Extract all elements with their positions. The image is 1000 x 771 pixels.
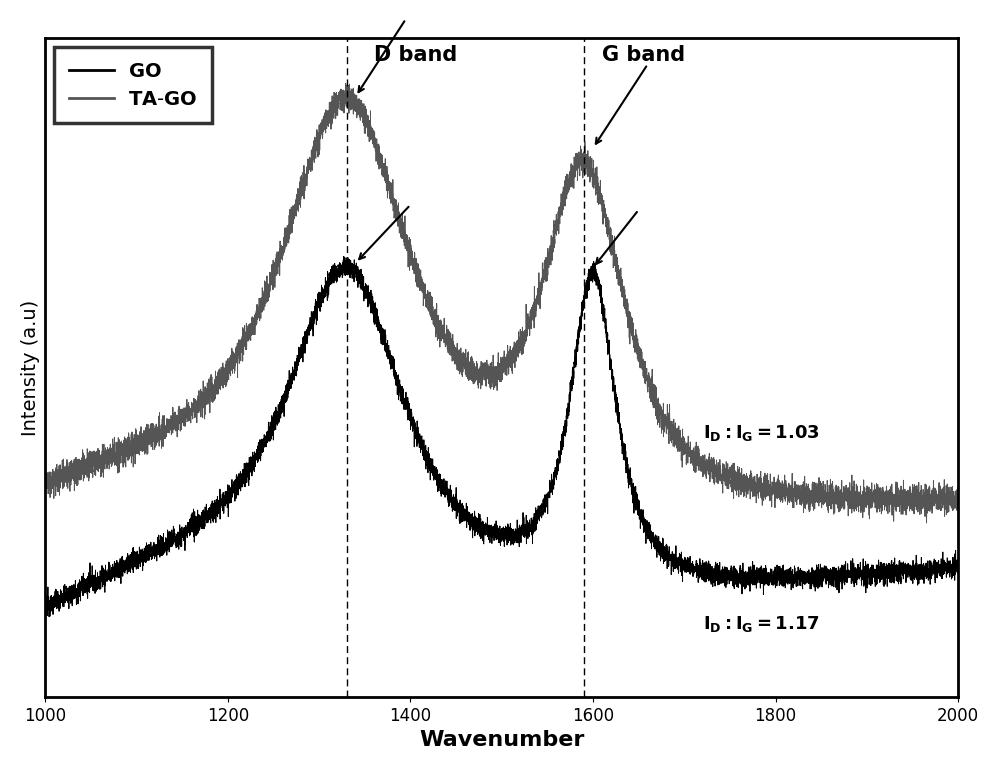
GO <box>765 567 777 577</box>
TA-GO <box>716 479 728 488</box>
TA-GO <box>370 138 382 147</box>
TA-GO <box>580 156 592 165</box>
Legend: $\mathbf{GO}$, $\mathbf{TA\text{-}GO}$: $\mathbf{GO}$, $\mathbf{TA\text{-}GO}$ <box>54 47 212 123</box>
GO <box>370 319 382 328</box>
GO <box>338 252 350 261</box>
GO <box>619 439 631 449</box>
TA-GO <box>765 488 777 497</box>
TA-GO <box>920 518 932 527</box>
Y-axis label: Intensity (a.u): Intensity (a.u) <box>21 299 40 436</box>
GO <box>580 285 592 295</box>
GO <box>716 571 728 581</box>
TA-GO <box>619 298 631 307</box>
GO <box>85 579 97 588</box>
Line: TA-GO: TA-GO <box>45 83 958 523</box>
Text: D band: D band <box>374 45 457 65</box>
GO <box>952 560 964 569</box>
Text: $\mathbf{I_D:I_G=1.17}$: $\mathbf{I_D:I_G=1.17}$ <box>703 614 819 634</box>
Line: GO: GO <box>45 257 958 617</box>
TA-GO <box>39 485 51 494</box>
GO <box>43 612 55 621</box>
Text: G band: G band <box>602 45 685 65</box>
Text: $\mathbf{I_D:I_G=1.03}$: $\mathbf{I_D:I_G=1.03}$ <box>703 423 819 443</box>
GO <box>39 602 51 611</box>
TA-GO <box>952 500 964 509</box>
X-axis label: Wavenumber: Wavenumber <box>419 730 584 750</box>
TA-GO <box>340 79 352 88</box>
TA-GO <box>85 465 97 474</box>
